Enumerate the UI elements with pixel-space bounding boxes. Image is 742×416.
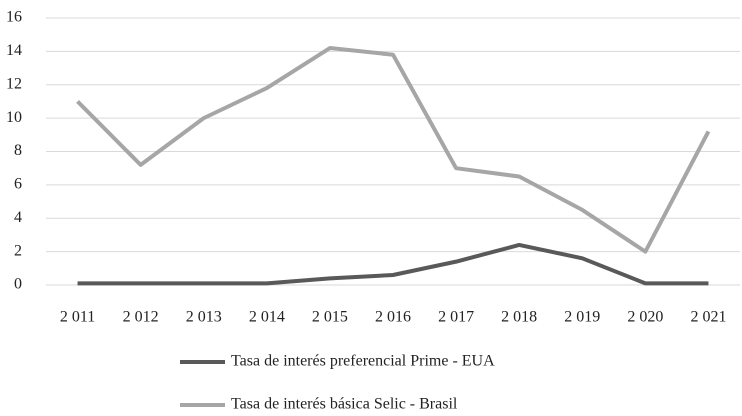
legend-label: Tasa de interés básica Selic - Brasil (231, 396, 458, 413)
x-tick-label: 2 013 (186, 309, 222, 326)
series-line (77, 242, 709, 286)
x-tick-label: 2 018 (501, 309, 537, 326)
x-tick-label: 2 015 (312, 309, 348, 326)
y-tick-label: 12 (6, 75, 22, 92)
y-tick-label: 16 (6, 9, 22, 26)
y-tick-label: 6 (14, 176, 22, 193)
x-tick-label: 2 019 (564, 309, 600, 326)
y-tick-label: 4 (14, 209, 22, 226)
x-tick-label: 2 017 (438, 309, 474, 326)
y-tick-label: 2 (14, 242, 22, 259)
x-tick-label: 2 016 (375, 309, 411, 326)
x-tick-label: 2 011 (60, 309, 95, 326)
x-tick-label: 2 012 (123, 309, 159, 326)
y-tick-label: 0 (14, 276, 22, 293)
x-tick-label: 2 021 (690, 309, 726, 326)
y-tick-label: 10 (6, 109, 22, 126)
x-tick-label: 2 014 (249, 309, 285, 326)
y-tick-label: 14 (6, 42, 22, 59)
series-line (76, 46, 711, 254)
legend-label: Tasa de interés preferencial Prime - EUA (231, 353, 495, 370)
y-tick-label: 8 (14, 142, 22, 159)
x-tick-label: 2 020 (627, 309, 663, 326)
